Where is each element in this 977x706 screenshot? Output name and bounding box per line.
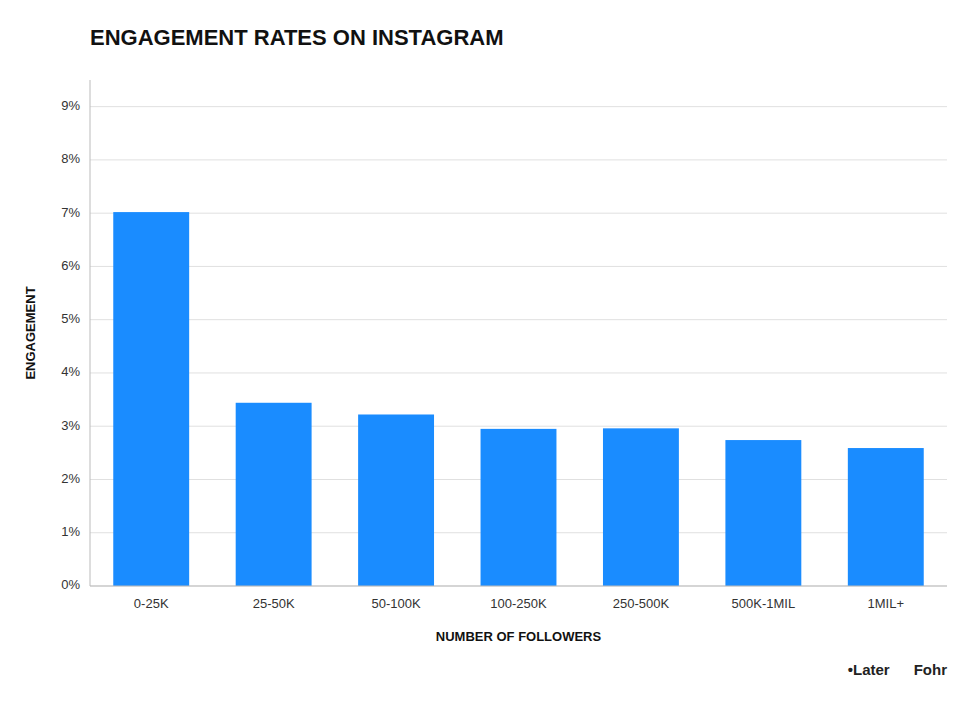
y-tick-label: 8% <box>61 151 80 166</box>
x-tick-label: 250-500K <box>613 596 670 611</box>
grid-line <box>90 159 947 160</box>
background <box>0 0 977 706</box>
bar <box>113 212 189 586</box>
bar <box>481 429 557 586</box>
x-tick-label: 25-50K <box>253 596 295 611</box>
bar <box>848 448 924 586</box>
y-tick-label: 2% <box>61 471 80 486</box>
annotation: •Later <box>848 661 890 678</box>
grid-line <box>90 426 947 427</box>
chart-container: 0% 1% 2% 3% 4% 5% 6% 7% 8% 9% 0-25K 25-50K 50-100K 10… <box>0 0 977 706</box>
y-tick-label: 0% <box>61 577 80 592</box>
bars <box>113 212 923 586</box>
page: {"chart_data": {"type": "bar", "title": … <box>0 0 977 706</box>
x-tick-label: 50-100K <box>371 596 420 611</box>
x-tick-label: 0-25K <box>134 596 169 611</box>
x-axis-label: NUMBER OF FOLLOWERS <box>436 629 602 644</box>
grid-line <box>90 106 947 107</box>
bar <box>725 440 801 586</box>
grid-line <box>90 319 947 320</box>
grid-line <box>90 586 947 587</box>
y-axis-line <box>90 80 91 586</box>
y-tick-label: 4% <box>61 364 80 379</box>
y-tick-label: 3% <box>61 418 80 433</box>
x-tick-label: 1MIL+ <box>868 596 905 611</box>
y-axis-label: ENGAGEMENT <box>23 286 38 379</box>
y-tick-label: 5% <box>61 311 80 326</box>
x-axis-line <box>90 586 947 587</box>
grid-line <box>90 213 947 214</box>
title: ENGAGEMENT RATES ON INSTAGRAM <box>90 25 504 50</box>
y-tick-label: 1% <box>61 524 80 539</box>
x-tick-label: 100-250K <box>490 596 547 611</box>
grid-line <box>90 372 947 373</box>
x-axis: 0-25K 25-50K 50-100K 100-250K 250-500K 500K-1… <box>90 586 947 611</box>
grid <box>90 107 947 586</box>
bar <box>358 414 434 586</box>
chart-svg: 0% 1% 2% 3% 4% 5% 6% 7% 8% 9% 0-25K 25-50K 50-100K 10… <box>0 0 977 706</box>
bar <box>603 428 679 586</box>
grid-line <box>90 266 947 267</box>
x-tick-label: 500K-1MIL <box>732 596 796 611</box>
y-tick-label: 7% <box>61 205 80 220</box>
annotation: Fohr <box>914 661 947 678</box>
bar <box>236 403 312 586</box>
y-tick-label: 9% <box>61 98 80 113</box>
y-axis: 0% 1% 2% 3% 4% 5% 6% 7% 8% 9% <box>61 80 90 592</box>
y-tick-label: 6% <box>61 258 80 273</box>
